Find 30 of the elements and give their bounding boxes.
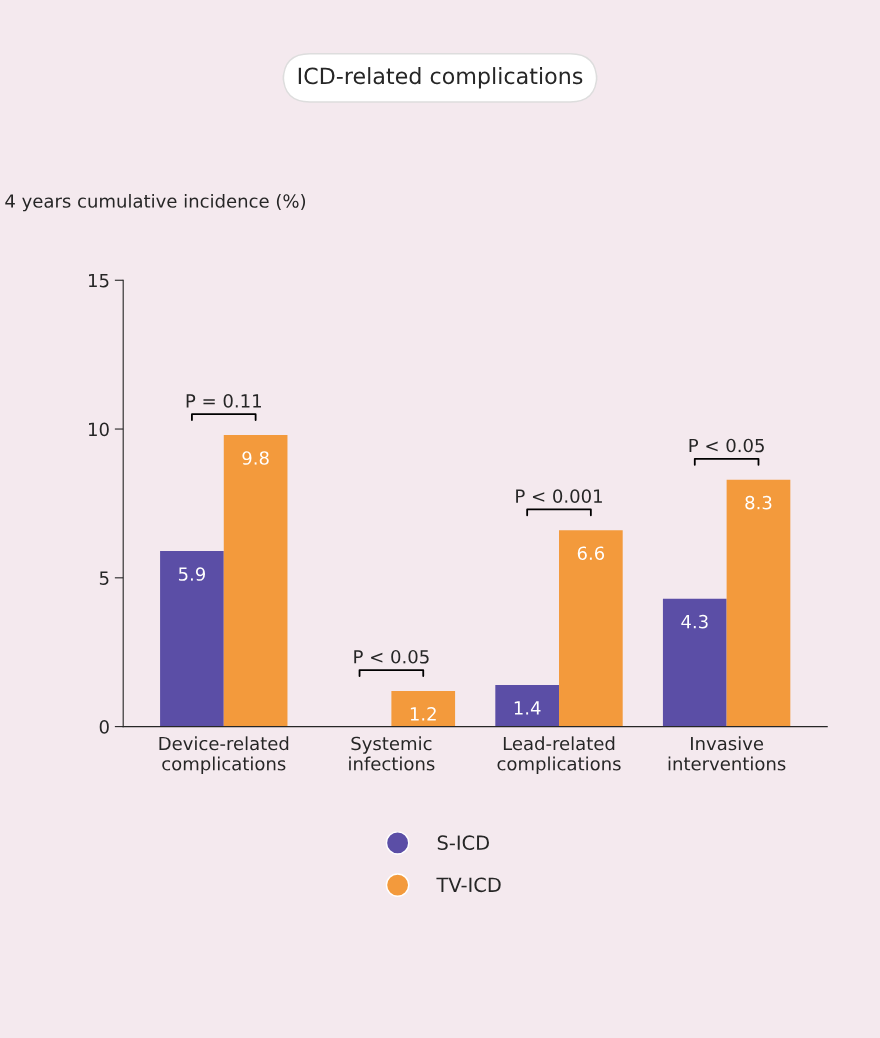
y-tick-label: 15 bbox=[89, 273, 109, 288]
data-label: 6.6 bbox=[577, 546, 605, 561]
bar bbox=[559, 530, 623, 727]
bar bbox=[391, 690, 456, 727]
legend-label: S-ICD bbox=[437, 835, 489, 851]
legend-label: TV-ICD bbox=[436, 877, 501, 893]
bar bbox=[495, 684, 560, 727]
annotation: P = 0.11 bbox=[186, 394, 261, 408]
y-axis-title: 4 years cumulative incidence (%) bbox=[5, 193, 306, 212]
x-tick-label: Systemic infections bbox=[349, 736, 435, 771]
data-label: 1.2 bbox=[410, 707, 436, 721]
data-label: 8.3 bbox=[745, 495, 772, 510]
data-label: 1.4 bbox=[514, 701, 541, 715]
x-tick-label: Lead-related complications bbox=[497, 736, 621, 775]
data-label: 5.9 bbox=[178, 567, 206, 581]
bar bbox=[662, 598, 727, 727]
data-label: 9.8 bbox=[242, 451, 269, 465]
y-tick-label: 5 bbox=[99, 571, 109, 585]
bar bbox=[726, 479, 791, 727]
chart-title: ICD-related complications bbox=[298, 67, 583, 89]
annotation: P < 0.05 bbox=[689, 438, 764, 453]
annotation: P < 0.001 bbox=[516, 489, 602, 503]
data-label: 4.3 bbox=[681, 614, 708, 629]
y-tick-label: 10 bbox=[89, 422, 109, 437]
annotation: P < 0.05 bbox=[354, 649, 429, 664]
bar bbox=[160, 551, 224, 727]
bar bbox=[223, 434, 288, 727]
y-tick-label: 0 bbox=[99, 720, 109, 734]
x-tick-label: Invasive interventions bbox=[668, 736, 786, 771]
x-tick-label: Device-related complications bbox=[159, 736, 289, 775]
